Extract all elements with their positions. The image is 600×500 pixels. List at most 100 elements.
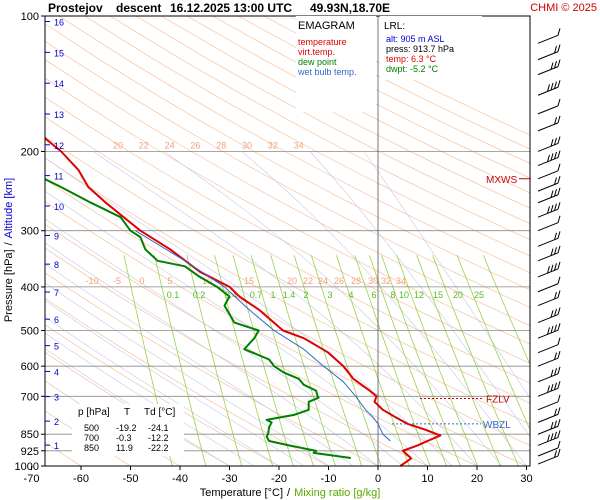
wind-barb-feather (557, 381, 561, 389)
mixing-ratio-line (381, 255, 461, 466)
credit-text: CHMI © 2025 (530, 2, 597, 14)
lrl-altitude: alt: 905 m ASL (386, 34, 445, 44)
pressure-axis: 100 200 300 400 500 600 700 850 925 1000 (15, 11, 45, 473)
wind-barb-feather (547, 206, 550, 214)
wind-barb-feather (557, 419, 561, 427)
wind-barb-feather (554, 431, 557, 439)
wind-barb-feather (557, 307, 561, 315)
altitude-tick-label: 4 (54, 367, 59, 377)
wind-barb-feather (557, 351, 561, 359)
wind-barb-feather (557, 440, 561, 449)
temperature-tick-label: 20 (471, 473, 483, 485)
altitude-tick-label: 8 (54, 260, 59, 270)
wind-barb-icon (537, 290, 561, 307)
altitude-tick-label: 10 (54, 202, 64, 212)
wind-barb-icon (537, 307, 561, 324)
table-cell: 11.9 (116, 443, 133, 453)
station-name: Prostejov (48, 1, 103, 15)
wind-barb-staff (537, 401, 559, 411)
altitude-tick-label: 1 (54, 441, 59, 451)
dry-adiabat-line (45, 116, 530, 384)
dry-adiabat-label: 20 (113, 140, 123, 150)
moist-adiabat-line (45, 316, 280, 466)
mixing-ratio-line (214, 255, 273, 466)
wind-barb-icon (537, 215, 561, 232)
table-cell: 700 (84, 433, 99, 443)
wind-barb-feather (554, 247, 557, 255)
lrl-title: LRL: (384, 21, 405, 32)
moist-adiabat-line (45, 242, 379, 466)
wind-barb-feather (554, 291, 557, 300)
dry-adiabat-label: 28 (351, 276, 361, 286)
lrl-dewpoint: dwpt: -5.2 °C (386, 64, 439, 74)
dry-adiabat-label: 22 (139, 140, 149, 150)
table-cell: -24.1 (148, 423, 169, 433)
series-line-dew-point (45, 178, 351, 459)
wind-barb-feather (557, 366, 561, 374)
altitude-tick-label: 7 (54, 288, 59, 298)
wind-barb-icon (537, 337, 561, 354)
temperature-tick-label: 0 (375, 473, 381, 485)
altitude-tick-label: 3 (54, 393, 59, 403)
wind-barb-feather (550, 383, 554, 392)
mixing-ratio-label: 10 (399, 290, 409, 300)
wind-barb-feather (547, 265, 550, 274)
wind-barb-icon (537, 430, 561, 446)
wind-barb-feather (547, 154, 550, 162)
dry-adiabat-line (109, 16, 530, 241)
wind-barb-feather (554, 382, 557, 390)
legend-item-wet-bulb: wet bulb temp. (297, 67, 357, 77)
wind-barb-feather (550, 82, 554, 91)
temperature-tick-label: -70 (24, 473, 40, 485)
x-axis-title: Temperature [°C] / Mixing ratio [g/kg] (200, 487, 381, 499)
wind-barb-icon (537, 448, 561, 465)
pressure-tick-label: 300 (21, 226, 39, 238)
wind-barb-feather (554, 420, 557, 428)
pressure-tick-label: 200 (21, 146, 39, 158)
mixing-ratio-label: 0.1 (167, 290, 180, 300)
legend-box: EMAGRAM temperature virt.temp. dew point… (296, 16, 376, 112)
dry-adiabat-line (45, 40, 530, 308)
wind-barb-icon (537, 381, 561, 397)
wind-barb-feather (557, 231, 561, 239)
wind-barb-feather (550, 153, 554, 161)
mixing-ratio-label: 6 (371, 290, 376, 300)
wind-barb-icon (537, 98, 561, 115)
mixing-ratio-line (396, 255, 478, 466)
wind-barb-feather (557, 175, 561, 184)
table-cell: -22.2 (148, 443, 169, 453)
legend-item-virt-temp: virt.temp. (298, 47, 335, 57)
wind-barb-staff (537, 344, 559, 354)
altitude-tick-label: 6 (54, 315, 59, 325)
wind-barb-feather (557, 448, 561, 457)
wind-barb-feather (554, 137, 557, 146)
temperature-axis: -70 -60 -50 -40 -30 -20 -10 0 10 20 30 (24, 466, 533, 485)
profile-series (45, 136, 442, 466)
dry-adiabat-label: 30 (242, 140, 252, 150)
table-header-t: T (124, 407, 130, 418)
wind-barb-feather (557, 80, 561, 88)
wind-barb-icon (537, 59, 561, 76)
wind-barb-feather (557, 28, 561, 36)
dry-adiabat-label: 26 (334, 276, 344, 286)
wind-barb-icon (537, 231, 561, 247)
pressure-tick-label: 600 (21, 361, 39, 373)
table-header-p: p [hPa] (78, 407, 110, 418)
moist-adiabat-line (45, 263, 354, 466)
y-axis-title: Pressure [hPa]/Altitude [km] (3, 178, 15, 322)
wind-barb-icon (537, 323, 561, 339)
dry-adiabat-label: -10 (85, 276, 98, 286)
lrl-pressure: press: 913.7 hPa (386, 44, 454, 54)
wind-barb-icon (537, 366, 561, 383)
sounding-mode: descent (116, 1, 161, 15)
mixing-ratio-label: 15 (433, 290, 443, 300)
wind-barb-feather (557, 44, 561, 52)
wind-barb-icon (537, 115, 561, 132)
wind-barb-feather (557, 115, 561, 124)
mixing-ratio-label: 0.2 (193, 290, 206, 300)
moist-adiabat-line (45, 332, 255, 466)
temperature-tick-label: -10 (321, 473, 337, 485)
wind-barb-feather (557, 98, 561, 107)
